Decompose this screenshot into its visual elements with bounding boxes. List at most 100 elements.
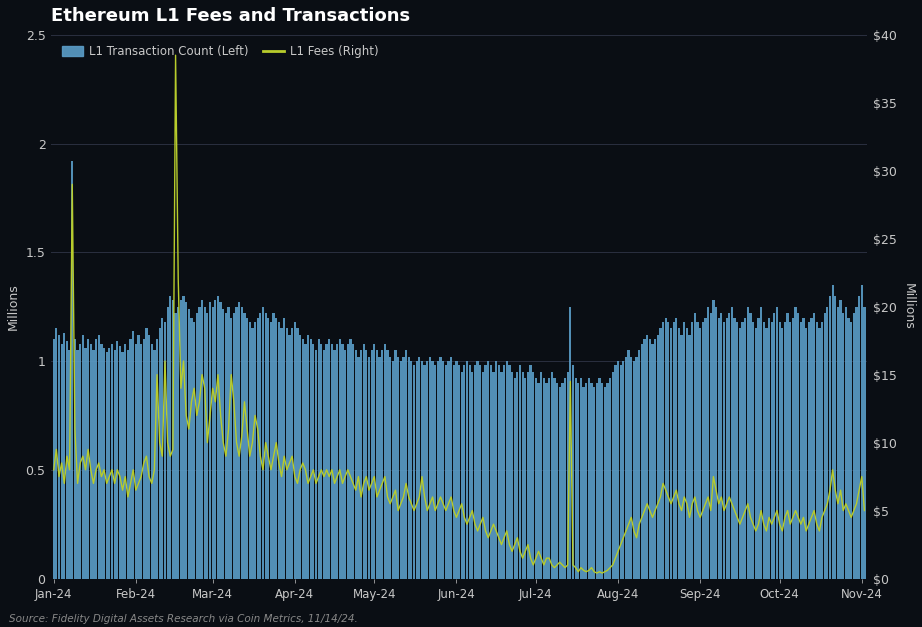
- Bar: [762, 322, 765, 579]
- Bar: [514, 379, 515, 579]
- Bar: [241, 307, 242, 579]
- Y-axis label: Millions: Millions: [7, 283, 20, 330]
- Bar: [384, 344, 386, 579]
- Bar: [752, 322, 754, 579]
- Bar: [111, 344, 113, 579]
- Bar: [416, 361, 418, 579]
- Bar: [656, 335, 659, 579]
- Bar: [211, 307, 214, 579]
- Bar: [230, 317, 232, 579]
- Bar: [526, 372, 529, 579]
- Bar: [686, 329, 688, 579]
- Bar: [395, 350, 396, 579]
- Bar: [360, 350, 362, 579]
- Bar: [550, 372, 553, 579]
- Bar: [222, 309, 224, 579]
- Bar: [525, 379, 526, 579]
- Bar: [246, 317, 248, 579]
- Bar: [829, 296, 831, 579]
- Bar: [159, 329, 160, 579]
- Bar: [450, 357, 452, 579]
- Bar: [402, 357, 405, 579]
- Bar: [853, 314, 855, 579]
- Bar: [731, 307, 733, 579]
- Bar: [604, 387, 606, 579]
- Bar: [82, 335, 84, 579]
- Bar: [201, 300, 203, 579]
- Bar: [741, 322, 744, 579]
- Bar: [540, 372, 542, 579]
- Bar: [325, 344, 327, 579]
- Bar: [614, 366, 617, 579]
- Bar: [744, 317, 746, 579]
- Bar: [373, 344, 375, 579]
- Bar: [429, 357, 431, 579]
- Bar: [397, 357, 399, 579]
- Bar: [784, 322, 786, 579]
- Bar: [126, 350, 129, 579]
- Bar: [503, 366, 505, 579]
- Bar: [778, 322, 781, 579]
- Bar: [198, 307, 201, 579]
- Bar: [217, 296, 219, 579]
- Bar: [789, 322, 791, 579]
- Bar: [193, 322, 195, 579]
- Bar: [74, 339, 76, 579]
- Bar: [408, 357, 410, 579]
- Bar: [132, 330, 135, 579]
- Bar: [632, 361, 635, 579]
- Bar: [863, 307, 866, 579]
- Bar: [440, 357, 442, 579]
- Bar: [646, 335, 648, 579]
- Bar: [431, 361, 433, 579]
- Bar: [468, 366, 471, 579]
- Bar: [726, 317, 727, 579]
- Bar: [371, 350, 372, 579]
- Bar: [331, 344, 333, 579]
- Bar: [458, 366, 460, 579]
- Bar: [119, 346, 121, 579]
- Bar: [389, 357, 391, 579]
- Bar: [625, 357, 627, 579]
- Bar: [307, 335, 309, 579]
- Bar: [461, 372, 463, 579]
- Bar: [622, 361, 624, 579]
- Bar: [487, 361, 490, 579]
- Bar: [259, 314, 262, 579]
- Bar: [538, 383, 539, 579]
- Bar: [659, 329, 662, 579]
- Bar: [262, 307, 264, 579]
- Bar: [357, 357, 360, 579]
- Bar: [174, 314, 177, 579]
- Bar: [150, 344, 153, 579]
- Bar: [508, 366, 511, 579]
- Bar: [757, 317, 760, 579]
- Bar: [171, 300, 174, 579]
- Bar: [710, 314, 712, 579]
- Bar: [585, 383, 587, 579]
- Bar: [405, 350, 408, 579]
- Bar: [692, 322, 693, 579]
- Bar: [519, 366, 521, 579]
- Bar: [103, 348, 105, 579]
- Bar: [105, 352, 108, 579]
- Bar: [505, 361, 508, 579]
- Bar: [137, 335, 139, 579]
- Bar: [818, 329, 821, 579]
- Bar: [426, 361, 429, 579]
- Bar: [858, 296, 860, 579]
- Bar: [529, 366, 532, 579]
- Bar: [280, 329, 283, 579]
- Bar: [792, 317, 794, 579]
- Bar: [559, 387, 561, 579]
- Bar: [304, 344, 306, 579]
- Bar: [577, 383, 579, 579]
- Bar: [313, 344, 314, 579]
- Bar: [296, 329, 299, 579]
- Bar: [392, 361, 394, 579]
- Bar: [644, 339, 645, 579]
- Bar: [71, 161, 74, 579]
- Bar: [713, 300, 715, 579]
- Bar: [254, 322, 256, 579]
- Bar: [420, 361, 423, 579]
